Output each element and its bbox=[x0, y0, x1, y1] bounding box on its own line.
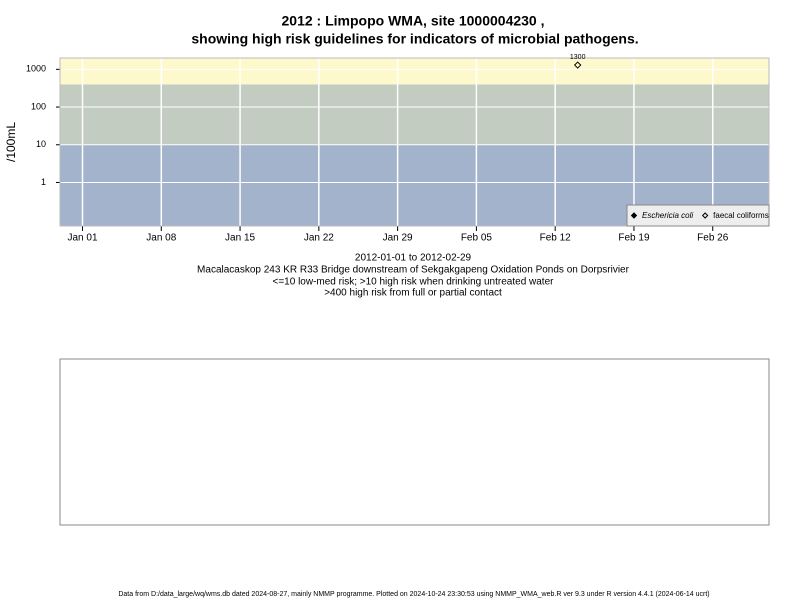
y-tick-label: 100 bbox=[31, 101, 46, 111]
legend-box bbox=[626, 204, 770, 227]
legend-label: Eschericia coli bbox=[642, 211, 693, 220]
x-tick-label: Jan 01 bbox=[67, 233, 97, 244]
chart-subtitle: showing high risk guidelines for indicat… bbox=[191, 31, 638, 47]
x-tick-label: Feb 19 bbox=[618, 233, 650, 244]
risk-band bbox=[60, 58, 769, 85]
y-tick-label: 10 bbox=[36, 139, 46, 149]
x-tick-label: Jan 22 bbox=[304, 233, 334, 244]
note: >400 high risk from full or partial cont… bbox=[324, 288, 502, 299]
x-tick-label: Feb 26 bbox=[697, 233, 729, 244]
plot-frame bbox=[59, 57, 770, 227]
legend-marker bbox=[701, 212, 709, 219]
y-tick-label: 1000 bbox=[26, 64, 46, 74]
note: <=10 low-med risk; >10 high risk when dr… bbox=[273, 277, 555, 288]
y-axis-label: /100mL bbox=[4, 122, 18, 162]
data-label: 1300 bbox=[570, 54, 586, 61]
note: 2012-01-01 to 2012-02-29 bbox=[355, 253, 472, 264]
x-tick-label: Jan 15 bbox=[225, 233, 255, 244]
chart-title: 2012 : Limpopo WMA, site 1000004230 , bbox=[282, 13, 545, 29]
x-tick-label: Feb 05 bbox=[461, 233, 493, 244]
empty-panel bbox=[59, 358, 770, 526]
legend-label: faecal coliforms bbox=[713, 211, 769, 220]
legend-marker bbox=[630, 212, 638, 219]
risk-band bbox=[60, 84, 769, 145]
x-tick-label: Feb 12 bbox=[540, 233, 572, 244]
note: Macalacaskop 243 KR R33 Bridge downstrea… bbox=[197, 265, 630, 276]
y-tick-label: 1 bbox=[41, 177, 46, 187]
x-tick-label: Jan 08 bbox=[146, 233, 176, 244]
footer: Data from D:/data_large/wq/wms.db dated … bbox=[118, 591, 709, 598]
data-point bbox=[573, 61, 582, 69]
x-tick-label: Jan 29 bbox=[383, 233, 413, 244]
